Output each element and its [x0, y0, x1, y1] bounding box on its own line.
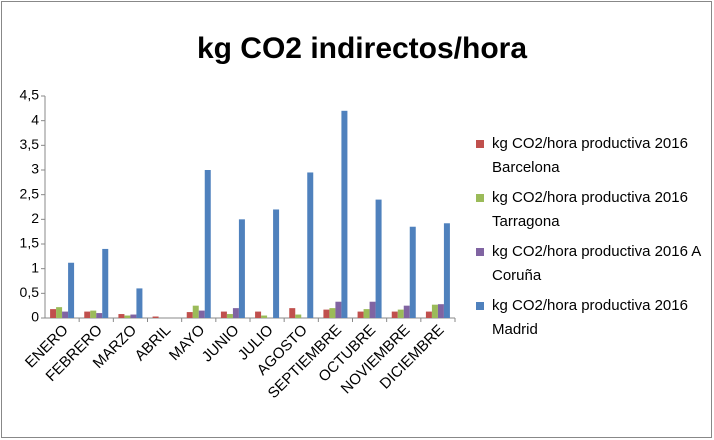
- legend-label: kg CO2/hora productiva 2016 Tarragona: [492, 189, 688, 230]
- bar: [397, 309, 404, 318]
- bar: [431, 304, 438, 318]
- bar: [226, 314, 233, 318]
- y-tick-label: 1: [31, 259, 39, 275]
- bar: [255, 311, 262, 318]
- bar: [375, 199, 382, 318]
- bar: [102, 248, 109, 318]
- legend-swatch: [476, 248, 484, 256]
- legend-entry: kg CO2/hora productiva 2016 Madrid: [476, 294, 712, 348]
- bar: [204, 170, 211, 318]
- bar: [261, 315, 268, 318]
- bar: [363, 309, 370, 318]
- bar: [443, 223, 450, 318]
- chart-title: kg CO2 indirectos/hora: [197, 32, 527, 65]
- bar: [357, 311, 364, 318]
- legend-swatch: [476, 302, 484, 310]
- y-tick-label: 0,5: [20, 284, 40, 300]
- legend-entry: kg CO2/hora productiva 2016 A Coruña: [476, 240, 712, 294]
- legend-entry: kg CO2/hora productiva 2016 Tarragona: [476, 186, 712, 240]
- bar: [50, 309, 57, 318]
- legend-entry: kg CO2/hora productiva 2016 Barcelona: [476, 132, 712, 186]
- bar: [198, 310, 205, 318]
- legend-swatch: [476, 194, 484, 202]
- bar: [130, 314, 137, 318]
- bar: [307, 172, 314, 318]
- y-tick-label: 3: [31, 161, 39, 177]
- bar: [56, 307, 63, 318]
- y-tick-label: 0: [31, 309, 39, 325]
- bar: [118, 314, 125, 318]
- legend-label: kg CO2/hora productiva 2016 A Coruña: [492, 243, 701, 284]
- bar: [192, 305, 199, 318]
- bar: [295, 314, 302, 318]
- bar: [124, 315, 131, 318]
- bar: [335, 301, 342, 318]
- bar: [437, 304, 444, 318]
- bar: [96, 313, 103, 318]
- legend-label: kg CO2/hora productiva 2016 Barcelona: [492, 135, 688, 176]
- legend: kg CO2/hora productiva 2016 Barcelona kg …: [476, 132, 712, 348]
- bar: [62, 311, 69, 318]
- bar: [232, 308, 239, 318]
- legend-label: kg CO2/hora productiva 2016 Madrid: [492, 297, 688, 338]
- y-tick-label: 1,5: [20, 235, 40, 251]
- bar: [186, 312, 193, 318]
- y-tick-label: 4,5: [20, 87, 40, 103]
- bar: [84, 311, 91, 318]
- y-tick-label: 2: [31, 210, 39, 226]
- bar: [289, 308, 296, 318]
- y-tick-label: 3,5: [20, 136, 40, 152]
- legend-swatch: [476, 140, 484, 148]
- bar: [409, 226, 416, 318]
- bar: [68, 262, 75, 318]
- y-tick-label: 4: [31, 111, 39, 127]
- bar: [425, 311, 432, 318]
- bar: [369, 301, 376, 318]
- bar: [391, 311, 398, 318]
- y-tick-label: 2,5: [20, 185, 40, 201]
- bar: [323, 309, 330, 318]
- bar: [152, 316, 159, 318]
- bar: [341, 110, 348, 318]
- bar: [273, 209, 280, 318]
- bar: [136, 288, 143, 318]
- bar: [329, 308, 336, 318]
- bar: [90, 310, 97, 318]
- bar: [220, 311, 227, 318]
- bar: [238, 219, 245, 318]
- bar: [403, 305, 410, 318]
